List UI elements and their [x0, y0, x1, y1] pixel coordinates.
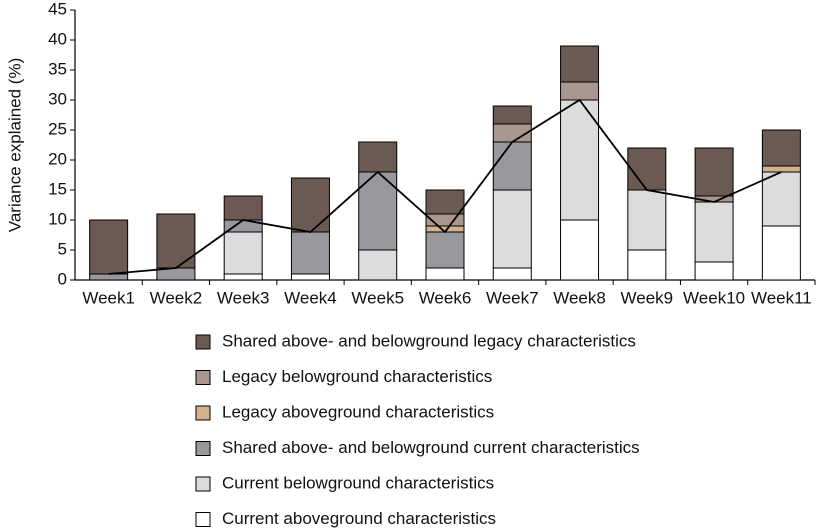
bar-segment [627, 249, 667, 281]
legend-label: Current belowground characteristics [222, 473, 494, 492]
bar-segment [761, 165, 801, 173]
legend-label: Shared above- and belowground current ch… [222, 438, 640, 457]
legend-swatch [195, 512, 211, 527]
x-tick-label: Week5 [351, 288, 404, 307]
x-tick-label: Week11 [751, 288, 812, 307]
y-tick-label: 15 [48, 179, 67, 198]
bar-segment [492, 141, 532, 191]
bar-segment [425, 231, 465, 269]
bar-segment [89, 219, 129, 275]
legend-label: Current aboveground characteristics [222, 509, 496, 528]
y-tick-label: 25 [48, 119, 67, 138]
bar-segment [761, 171, 801, 227]
bar-segment [627, 147, 667, 191]
bar-segment [425, 189, 465, 215]
bar-segment [492, 105, 532, 125]
bar-segment [694, 261, 734, 281]
bar-segment [89, 273, 129, 281]
bar-segment [492, 189, 532, 269]
x-tick-label: Week7 [486, 288, 539, 307]
x-tick-label: Week8 [553, 288, 606, 307]
bar-segment [761, 225, 801, 281]
legend-swatch [195, 405, 211, 421]
bar-segment [694, 147, 734, 197]
bar-segment [290, 273, 330, 281]
legend-label: Shared above- and belowground legacy cha… [222, 331, 636, 350]
bar-segment [290, 177, 330, 233]
bar-segment [492, 267, 532, 281]
y-tick-label: 35 [48, 59, 67, 78]
x-tick-label: Week4 [284, 288, 337, 307]
bar-segment [223, 231, 263, 275]
legend-swatch [195, 334, 211, 350]
x-tick-label: Week1 [82, 288, 135, 307]
bar-segment [358, 141, 398, 173]
bar-segment [358, 171, 398, 251]
y-axis-label: Variance explained (%) [5, 58, 24, 233]
line-series [108, 98, 782, 275]
bar-segment [761, 129, 801, 167]
y-tick-label: 45 [48, 0, 67, 18]
legend-swatch [195, 476, 211, 492]
x-tick-label: Week2 [150, 288, 203, 307]
bar-segment [560, 45, 600, 83]
x-tick-label: Week10 [683, 288, 745, 307]
bar-segment [560, 219, 600, 281]
x-tick-label: Week9 [621, 288, 674, 307]
bar-segment [560, 99, 600, 221]
bar-segment [156, 213, 196, 269]
bar-segment [358, 249, 398, 281]
legend-swatch [195, 370, 211, 385]
bar-segment [223, 195, 263, 221]
x-tick-label: Week6 [419, 288, 472, 307]
bar-segment [425, 267, 465, 281]
legend-swatch [195, 441, 211, 456]
bar-segment [627, 189, 667, 251]
y-tick-label: 30 [48, 89, 67, 108]
y-tick-label: 20 [48, 149, 67, 168]
bar-segment [223, 273, 263, 281]
y-tick-label: 0 [58, 269, 67, 288]
legend-label: Legacy aboveground characteristics [222, 402, 494, 421]
y-tick-label: 5 [58, 239, 67, 258]
y-tick-label: 10 [48, 209, 67, 228]
bar-segment [290, 231, 330, 275]
legend-label: Legacy belowground characteristics [222, 367, 492, 386]
bar-segment [560, 81, 600, 101]
bar-segment [694, 201, 734, 263]
y-tick-label: 40 [48, 29, 67, 48]
x-tick-label: Week3 [217, 288, 270, 307]
